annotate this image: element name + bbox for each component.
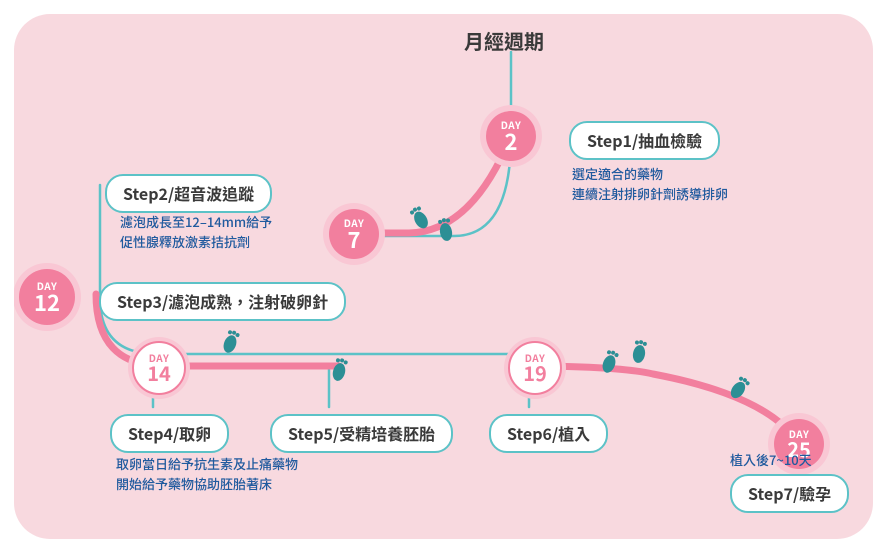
note-note1: 選定適合的藥物連續注射排卵針劑誘導排卵 [572,164,728,203]
step-pill-step7: Step7/驗孕 [730,474,849,513]
footprint-icon [221,329,240,355]
diagram-title: 月經週期 [464,26,544,55]
day-number: 2 [505,130,518,152]
footprint-icon [331,357,349,382]
step-pill-step2: Step2/超音波追蹤 [105,174,272,213]
day-node-day19: DAY19 [508,341,562,395]
day-number: 12 [34,291,60,313]
day-number: 14 [147,363,171,383]
note-note4: 取卵當日給予抗生素及止痛藥物開始給予藥物協助胚胎著床 [116,454,298,493]
diagram-canvas: 月經週期 DAY2DAY7DAY12DAY14DAY19DAY25Step1/抽… [14,14,873,539]
step-pill-step4: Step4/取卵 [110,414,229,453]
note-note7: 植入後7~10天 [730,450,812,470]
footprint-icon [632,339,648,364]
day-node-day12: DAY12 [19,269,75,325]
day-node-day7: DAY7 [329,209,379,259]
note-note2: 濾泡成長至12–14mm給予促性腺釋放激素拮抗劑 [120,212,272,251]
day-node-day14: DAY14 [132,341,186,395]
step-pill-step6: Step6/植入 [489,414,608,453]
step-pill-step5: Step5/受精培養胚胎 [270,414,453,453]
footprint-icon [409,205,431,231]
day-number: 19 [523,363,547,383]
step-pill-step3: Step3/濾泡成熟，注射破卵針 [99,282,346,321]
connector-teal [100,52,799,474]
day-node-day2: DAY2 [486,111,536,161]
step-pill-step1: Step1/抽血檢驗 [569,121,720,160]
day-number: 7 [348,228,361,250]
